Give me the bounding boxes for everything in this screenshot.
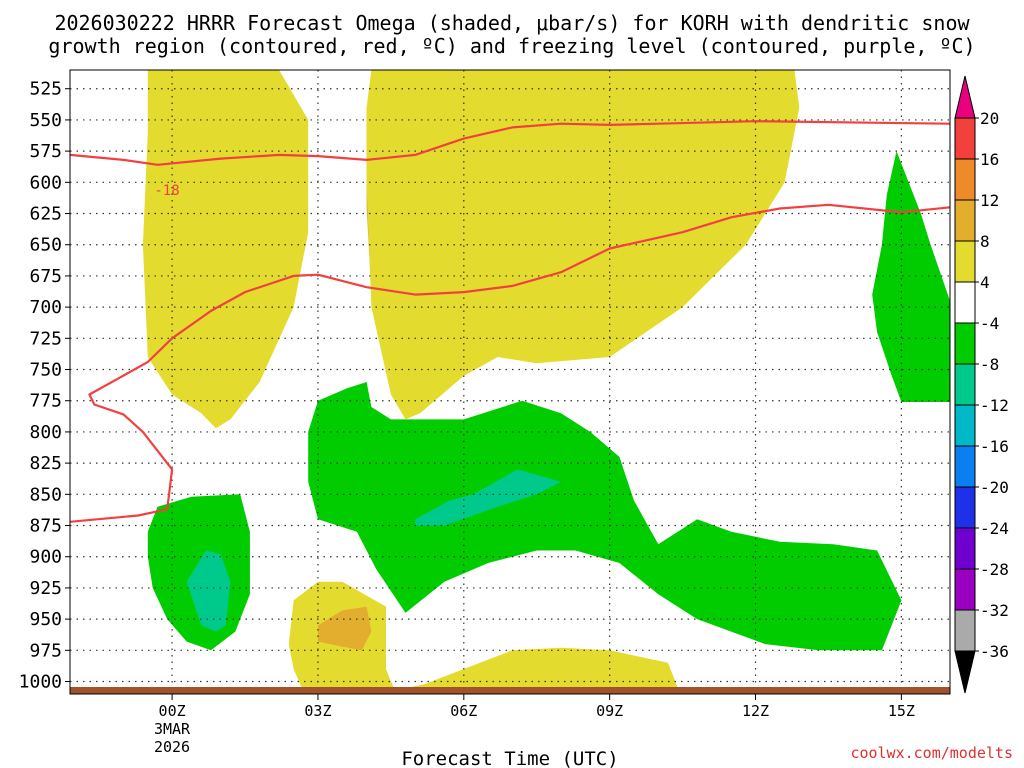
dendritic-top-isotherm — [70, 120, 950, 166]
ground-strip — [70, 687, 950, 694]
credit-text: coolwx.com/modelts — [850, 744, 1013, 762]
colorbar-swatch-10 — [954, 486, 976, 529]
x-tick-label-12Z: 12Z — [742, 702, 769, 720]
omega-region-16 — [186, 550, 231, 632]
omega-region-11 — [390, 647, 683, 692]
date-label-year: 2026 — [154, 738, 190, 756]
colorbar-label-9: -20 — [980, 478, 1009, 497]
x-tick-label-00Z: 00Z — [159, 702, 186, 720]
x-tick-label-15Z: 15Z — [888, 702, 915, 720]
isotherm-layer — [70, 120, 950, 523]
y-tick-label-625: 625 — [29, 204, 62, 225]
y-tick-label-600: 600 — [29, 172, 62, 193]
colorbar-label-10: -24 — [980, 519, 1009, 538]
y-tick-label-725: 725 — [29, 328, 62, 349]
colorbar-swatch-1 — [954, 117, 976, 160]
y-tick-label-975: 975 — [29, 640, 62, 661]
colorbar-label-12: -32 — [980, 601, 1009, 620]
omega-region-10 — [318, 606, 372, 651]
y-tick-label-825: 825 — [29, 453, 62, 474]
y-tick-label-750: 750 — [29, 360, 62, 381]
omega-region-15 — [415, 469, 561, 526]
y-tick-label-1000: 1000 — [19, 672, 62, 693]
colorbar-bottom-arrow — [954, 650, 976, 694]
x-tick-label-03Z: 03Z — [304, 702, 331, 720]
colorbar: 20 16 12 8 4 -4 -8 -12 -16 -20 -24 -28 -32 -36 — [954, 75, 1009, 694]
dendritic-bottom-isotherm — [70, 203, 950, 523]
x-axis-label: Forecast Time (UTC) — [401, 748, 618, 768]
colorbar-swatch-2 — [954, 158, 976, 201]
y-tick-label-850: 850 — [29, 484, 62, 505]
colorbar-label-1: 16 — [980, 150, 999, 169]
y-tick-label-900: 900 — [29, 547, 62, 568]
date-label-month: 3MAR — [154, 720, 191, 738]
colorbar-label-8: -16 — [980, 437, 1009, 456]
colorbar-label-0: 20 — [980, 109, 999, 128]
x-tick-label-09Z: 09Z — [596, 702, 623, 720]
colorbar-top-arrow — [954, 75, 976, 119]
y-tick-label-650: 650 — [29, 235, 62, 256]
colorbar-label-3: 8 — [980, 232, 990, 251]
omega-region-14 — [872, 151, 950, 402]
colorbar-swatch-4 — [954, 240, 976, 283]
omega-shading-layer — [142, 70, 950, 692]
y-tick-label-525: 525 — [29, 79, 62, 100]
colorbar-label-13: -36 — [980, 642, 1009, 661]
plot-frame — [69, 69, 951, 695]
colorbar-swatch-9 — [954, 445, 976, 488]
colorbar-label-2: 12 — [980, 191, 999, 210]
x-tick-label-06Z: 06Z — [450, 702, 477, 720]
y-tick-label-700: 700 — [29, 297, 62, 318]
colorbar-swatch-7 — [954, 363, 976, 406]
colorbar-label-5: -4 — [980, 314, 999, 333]
chart-title-line2: growth region (contoured, red, ºC) and f… — [48, 34, 975, 58]
colorbar-swatch-5 — [954, 281, 976, 324]
colorbar-label-11: -28 — [980, 560, 1009, 579]
gridlines — [70, 70, 950, 694]
colorbar-label-4: 4 — [980, 273, 990, 292]
y-tick-label-775: 775 — [29, 391, 62, 412]
omega-region-8 — [366, 70, 800, 420]
colorbar-swatch-8 — [954, 404, 976, 447]
omega-region-7 — [142, 70, 309, 429]
plot-area — [69, 69, 951, 695]
colorbar-swatch-3 — [954, 199, 976, 242]
isotherm-label: -18 — [154, 183, 179, 199]
y-tick-label-875: 875 — [29, 516, 62, 537]
colorbar-label-6: -8 — [980, 355, 999, 374]
colorbar-swatch-12 — [954, 568, 976, 611]
y-tick-label-675: 675 — [29, 266, 62, 287]
y-tick-label-950: 950 — [29, 609, 62, 630]
y-tick-label-550: 550 — [29, 110, 62, 131]
omega-region-12 — [308, 382, 902, 651]
colorbar-swatch-6 — [954, 322, 976, 365]
colorbar-swatch-13 — [954, 609, 976, 652]
x-axis-ticks: 00Z 03Z 06Z 09Z 12Z 15Z — [159, 694, 915, 720]
chart-title-line1: 2026030222 HRRR Forecast Omega (shaded, … — [54, 11, 970, 35]
y-tick-label-575: 575 — [29, 141, 62, 162]
y-tick-label-800: 800 — [29, 422, 62, 443]
y-tick-label-925: 925 — [29, 578, 62, 599]
colorbar-label-7: -12 — [980, 396, 1009, 415]
colorbar-swatch-11 — [954, 527, 976, 570]
y-axis-ticks: 525 550 575 600 625 650 675 700 725 750 775 800 825 8… — [19, 79, 70, 693]
